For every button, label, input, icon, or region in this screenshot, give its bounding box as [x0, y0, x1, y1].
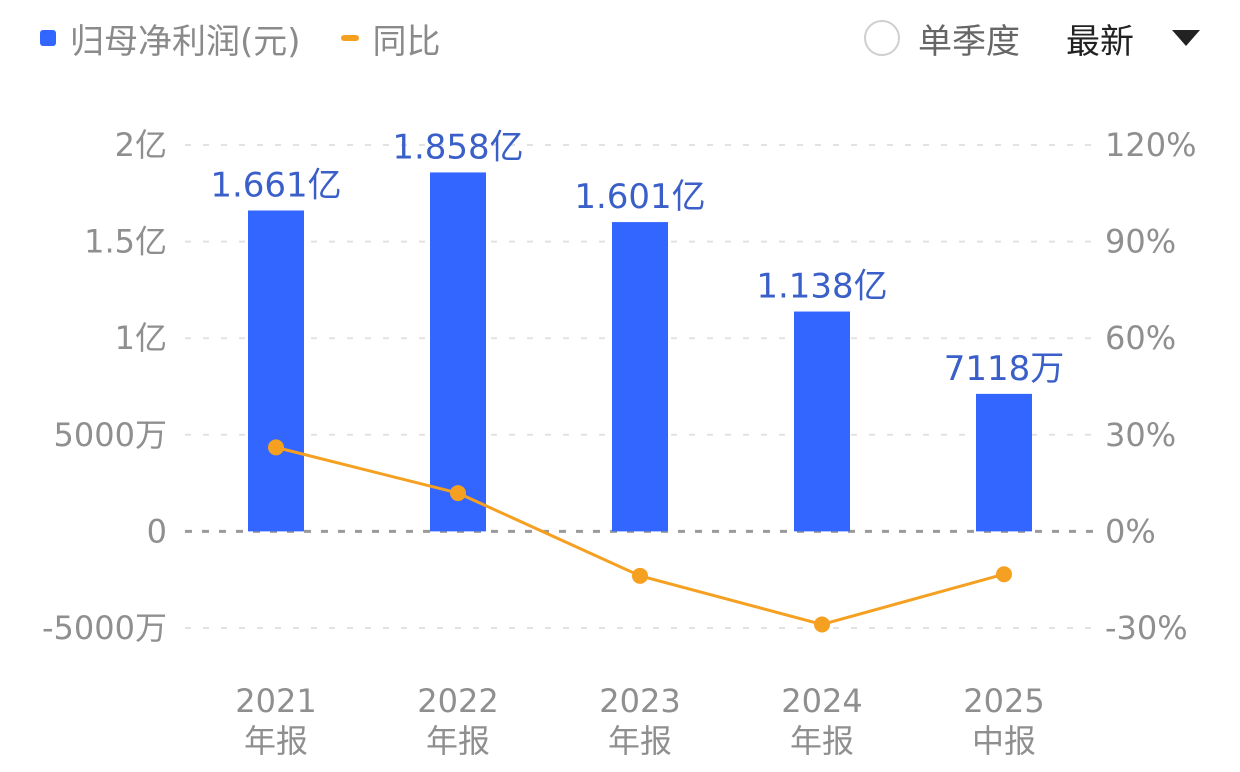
right-axis-tick: 90%	[1105, 223, 1176, 261]
x-axis-year-label: 2021	[235, 682, 316, 720]
right-axis-tick: -30%	[1105, 609, 1188, 647]
right-axis-tick: 60%	[1105, 319, 1176, 357]
x-axis-year-label: 2025	[963, 682, 1044, 720]
yoy-point[interactable]	[632, 567, 648, 584]
right-axis-tick: 0%	[1105, 512, 1156, 550]
legend-label-net-profit: 归母净利润(元)	[70, 21, 301, 62]
bar-value-labels: 1.661亿 1.858亿 1.601亿 1.138亿 7118万	[210, 127, 1064, 388]
bar[interactable]	[794, 311, 850, 532]
period-dropdown[interactable]: 最新	[1066, 14, 1200, 63]
left-axis-tick: 2亿	[115, 126, 167, 164]
yoy-point[interactable]	[450, 485, 466, 502]
x-axis-period-label: 年报	[426, 722, 490, 760]
bar[interactable]	[248, 210, 304, 532]
bar[interactable]	[612, 222, 668, 532]
bar-value-label: 7118万	[944, 349, 1065, 389]
bar[interactable]	[430, 172, 486, 532]
left-axis-tick: 1亿	[115, 319, 167, 357]
legend-label-yoy: 同比	[372, 21, 441, 62]
x-axis-period-label: 中报	[972, 722, 1036, 760]
right-axis-tick: 30%	[1105, 416, 1176, 454]
single-quarter-label[interactable]: 单季度	[918, 21, 1020, 62]
x-axis-period-label: 年报	[244, 722, 308, 760]
left-axis-tick: 0	[147, 512, 167, 550]
chart-legend: 归母净利润(元) 同比	[40, 14, 481, 62]
right-y-axis: 120% 90% 60% 30% 0% -30%	[1105, 126, 1196, 647]
x-axis-year-label: 2024	[781, 682, 862, 720]
chart-controls: 单季度 最新	[864, 14, 1200, 62]
single-quarter-radio[interactable]	[864, 20, 900, 56]
x-axis-year-label: 2022	[417, 682, 498, 720]
x-axis-year-label: 2023	[599, 682, 680, 720]
legend-item-yoy[interactable]: 同比	[340, 14, 441, 63]
bar-swatch-icon	[40, 30, 56, 46]
bar[interactable]	[976, 393, 1032, 532]
caret-down-icon	[1172, 30, 1200, 46]
bar-value-label: 1.858亿	[392, 127, 523, 167]
yoy-point[interactable]	[996, 566, 1012, 583]
left-axis-tick: 5000万	[54, 416, 167, 454]
yoy-point[interactable]	[268, 439, 284, 456]
period-dropdown-value: 最新	[1066, 21, 1134, 62]
x-axis-period-label: 年报	[608, 722, 672, 760]
line-swatch-icon	[340, 35, 359, 41]
right-axis-tick: 120%	[1105, 126, 1196, 164]
left-y-axis: 2亿 1.5亿 1亿 5000万 0 -5000万	[42, 126, 167, 647]
bar-value-label: 1.661亿	[210, 165, 341, 205]
left-axis-tick: 1.5亿	[84, 223, 167, 261]
yoy-point[interactable]	[814, 616, 830, 633]
yoy-line-series	[268, 439, 1012, 633]
bar-value-label: 1.138亿	[756, 267, 887, 307]
bar-series	[248, 172, 1032, 532]
x-axis-period-label: 年报	[790, 722, 854, 760]
bar-value-label: 1.601亿	[574, 177, 705, 217]
legend-item-net-profit[interactable]: 归母净利润(元)	[40, 14, 301, 63]
left-axis-tick: -5000万	[42, 609, 167, 647]
